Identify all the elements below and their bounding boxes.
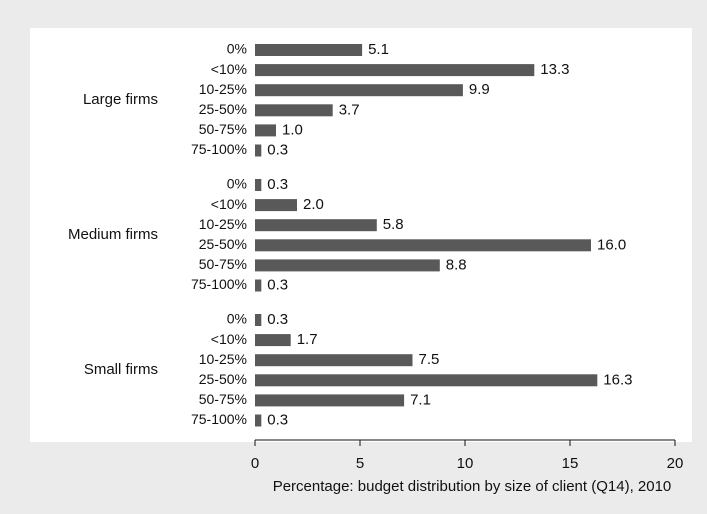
bar	[255, 219, 377, 232]
data-label: 7.5	[419, 351, 440, 368]
bar	[255, 44, 363, 56]
category-label: <10%	[211, 331, 247, 347]
x-tick-label: 15	[562, 455, 579, 472]
category-label: 50-75%	[199, 121, 247, 137]
category-label: 75-100%	[191, 141, 247, 157]
bar	[255, 64, 535, 77]
group-label: Medium firms	[68, 226, 158, 243]
bar	[255, 259, 440, 272]
data-label: 1.7	[297, 331, 318, 348]
bar	[255, 374, 598, 387]
data-label: 13.3	[540, 61, 569, 78]
category-label: 50-75%	[199, 256, 247, 272]
bar	[255, 239, 591, 252]
bar	[255, 354, 413, 367]
group-label: Small firms	[84, 361, 158, 378]
bar	[255, 104, 333, 117]
category-label: 50-75%	[199, 391, 247, 407]
plot-region	[30, 28, 692, 442]
bar	[255, 279, 262, 292]
data-label: 9.9	[469, 81, 490, 98]
x-tick-label: 10	[457, 455, 474, 472]
category-label: 0%	[227, 176, 247, 192]
data-label: 7.1	[410, 391, 431, 408]
data-label: 0.3	[267, 176, 288, 193]
data-label: 0.3	[267, 311, 288, 328]
category-label: 10-25%	[199, 351, 247, 367]
data-label: 0.3	[267, 276, 288, 293]
bar	[255, 414, 262, 427]
data-label: 0.3	[267, 411, 288, 428]
bar	[255, 394, 405, 407]
bar	[255, 124, 276, 137]
data-label: 5.8	[383, 216, 404, 233]
bar	[255, 334, 291, 347]
x-tick-label: 0	[251, 455, 259, 472]
category-label: 75-100%	[191, 411, 247, 427]
data-label: 8.8	[446, 256, 467, 273]
bar	[255, 144, 262, 157]
category-label: 25-50%	[199, 236, 247, 252]
bar	[255, 199, 297, 212]
category-label: 10-25%	[199, 81, 247, 97]
category-label: 25-50%	[199, 371, 247, 387]
x-axis-title: Percentage: budget distribution by size …	[273, 478, 672, 495]
data-label: 5.1	[368, 41, 389, 58]
group-label: Large firms	[83, 91, 158, 108]
category-label: 75-100%	[191, 276, 247, 292]
x-tick-label: 20	[667, 455, 684, 472]
category-label: <10%	[211, 196, 247, 212]
data-label: 2.0	[303, 196, 324, 213]
bar	[255, 179, 262, 191]
category-label: 0%	[227, 311, 247, 327]
data-label: 16.3	[603, 371, 632, 388]
bar	[255, 84, 463, 97]
data-label: 3.7	[339, 101, 360, 118]
category-label: 10-25%	[199, 216, 247, 232]
category-label: 25-50%	[199, 101, 247, 117]
data-label: 0.3	[267, 141, 288, 158]
data-label: 16.0	[597, 236, 626, 253]
data-label: 1.0	[282, 121, 303, 138]
x-tick-label: 5	[356, 455, 364, 472]
bar	[255, 314, 262, 326]
category-label: 0%	[227, 41, 247, 57]
category-label: <10%	[211, 61, 247, 77]
